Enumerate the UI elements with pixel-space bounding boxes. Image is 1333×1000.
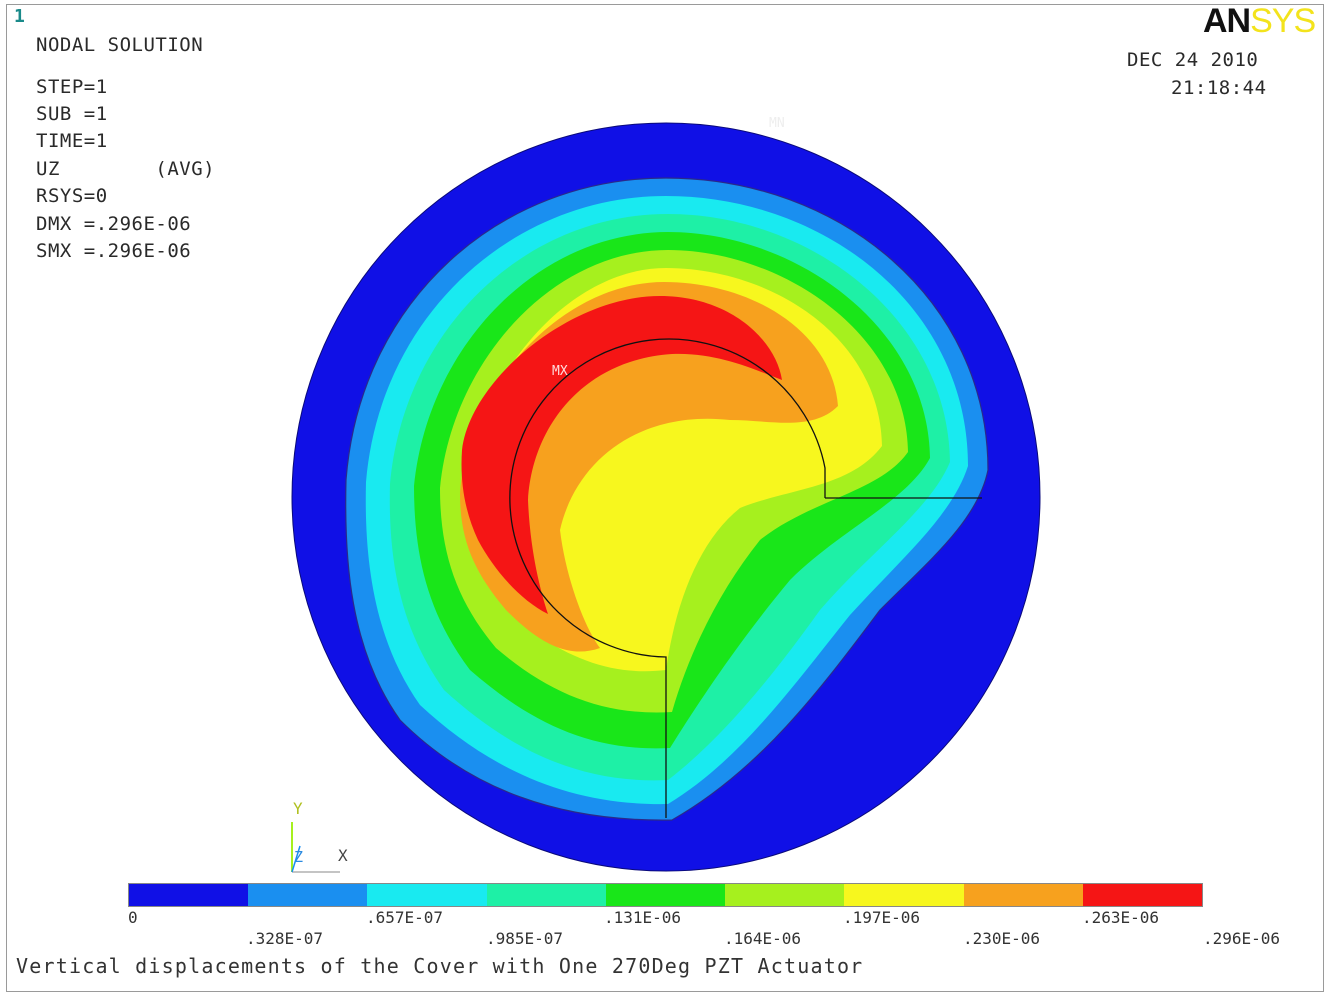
- legend-swatch-1: [129, 884, 249, 906]
- legend-label-985e07: .985E-07: [486, 929, 564, 948]
- legend-label-164e06: .164E-06: [724, 929, 802, 948]
- legend-swatch-8: [963, 884, 1083, 906]
- legend-swatch-6: [725, 884, 845, 906]
- contour-legend-bar: [128, 883, 1203, 907]
- legend-label-657e07: .657E-07: [366, 908, 444, 927]
- solution-line-uz: UZ (AVG): [36, 158, 216, 180]
- solution-line-sub: SUB =1: [36, 103, 108, 125]
- solution-line-time: TIME=1: [36, 130, 108, 152]
- legend-label-263e06: .263E-06: [1082, 908, 1160, 927]
- cover-rim: [291, 122, 1041, 872]
- solution-line-rsys: RSYS=0: [36, 185, 108, 207]
- legend-label-0: 0: [128, 908, 138, 927]
- legend-label-230e06: .230E-06: [963, 929, 1041, 948]
- legend-swatch-3: [367, 884, 487, 906]
- legend-swatch-9: [1082, 884, 1202, 906]
- triad-x-label: X: [338, 846, 348, 865]
- min-marker: MN: [769, 116, 785, 131]
- solution-line-step: STEP=1: [36, 76, 108, 98]
- triad-y-label: Y: [293, 799, 303, 818]
- legend-swatch-5: [605, 884, 726, 906]
- window-number: 1: [14, 6, 25, 27]
- legend-swatch-2: [248, 884, 368, 906]
- graphics-window-frame: [6, 4, 1324, 992]
- max-marker: MX: [552, 364, 568, 379]
- time-label: 21:18:44: [1171, 77, 1267, 99]
- band-263e06: [461, 296, 782, 614]
- plot-caption: Vertical displacements of the Cover with…: [16, 954, 864, 978]
- legend-swatch-7: [844, 884, 964, 906]
- legend-label-296e06: .296E-06: [1203, 929, 1281, 948]
- legend-label-328e07: .328E-07: [246, 929, 324, 948]
- axis-triad: [291, 822, 340, 873]
- ansys-logo: ANSYS: [1203, 2, 1316, 40]
- legend-label-131e06: .131E-06: [604, 908, 682, 927]
- legend-label-197e06: .197E-06: [843, 908, 921, 927]
- solution-line-smx: SMX =.296E-06: [36, 240, 192, 262]
- date-label: DEC 24 2010: [1127, 49, 1259, 71]
- contour-bands: [345, 177, 989, 821]
- legend-swatch-4: [486, 884, 606, 906]
- triad-z-label: Z: [294, 848, 304, 866]
- solution-title: NODAL SOLUTION: [36, 34, 204, 56]
- pzt-actuator-outline: [509, 338, 982, 818]
- solution-line-dmx: DMX =.296E-06: [36, 213, 192, 235]
